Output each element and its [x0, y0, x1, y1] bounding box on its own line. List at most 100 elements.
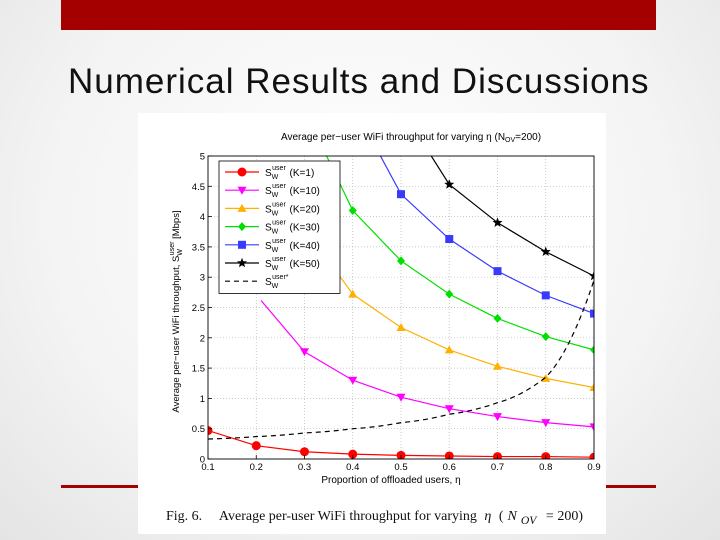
legend-subscript: W [272, 174, 279, 181]
legend-superscript: user* [272, 274, 289, 281]
data-point [396, 322, 406, 331]
series-0 [208, 426, 594, 459]
legend-subscript: W [272, 229, 279, 236]
y-tick-label: 0 [200, 455, 205, 466]
data-point [251, 441, 261, 451]
top-accent-bar [61, 0, 656, 30]
y-axis-label-subscript: W [177, 249, 184, 256]
data-point [541, 332, 550, 342]
data-point [208, 426, 213, 436]
series-4 [379, 156, 594, 318]
legend-parameter: (K=20) [287, 204, 320, 215]
series-6 [208, 280, 594, 440]
y-tick-label: 2 [200, 333, 205, 344]
data-point [589, 382, 594, 391]
plot-series-group [208, 156, 594, 459]
data-point [348, 449, 358, 459]
data-point [237, 186, 247, 195]
y-tick-label: 3.5 [192, 242, 205, 253]
legend-item: SWuser (K=1) [225, 165, 314, 181]
data-point [541, 291, 550, 300]
data-point [348, 376, 358, 385]
caption-equals: = [545, 509, 554, 524]
data-point [444, 179, 455, 189]
data-point [237, 203, 247, 212]
series-2 [308, 233, 594, 391]
data-point [300, 348, 309, 357]
legend-subscript: W [272, 210, 279, 217]
y-tick-label: 1.5 [192, 364, 205, 375]
y-tick-label: 3 [200, 273, 205, 284]
figure-caption: Fig. 6. Average per-user WiFi throughput… [166, 509, 583, 527]
series-3 [325, 156, 594, 355]
slide-title: Numerical Results and Discussions [68, 62, 650, 101]
y-tick-label: 4.5 [192, 182, 205, 193]
data-point [493, 313, 502, 323]
data-point [237, 167, 247, 177]
footer-rule-left [61, 485, 161, 488]
legend-parameter: (K=50) [287, 259, 320, 270]
throughput-chart: 0.1 0.2 0.3 0.4 0.5 0.6 0.7 0.8 0.9 0 0.5 1 1.5 2 2.5 3… [169, 132, 601, 486]
y-tick-label: 5 [200, 152, 205, 163]
series-1 [260, 300, 594, 432]
caption-n-subscript: OV [520, 513, 537, 527]
caption-label: Fig. 6. [166, 509, 203, 524]
y-tick-label: 0.5 [192, 424, 205, 435]
legend-subscript: W [272, 283, 279, 290]
x-tick-label: 0.3 [298, 462, 311, 473]
data-point [540, 246, 551, 257]
data-point [541, 373, 551, 382]
data-point [588, 270, 594, 281]
legend-superscript: user [272, 220, 286, 227]
data-point [541, 419, 551, 428]
x-tick-label: 0.2 [250, 462, 263, 473]
data-point [396, 393, 406, 402]
data-point [397, 190, 405, 199]
data-point [590, 345, 594, 355]
data-point [348, 289, 358, 298]
data-point [300, 447, 309, 457]
legend-subscript: W [272, 265, 279, 272]
y-tick-label: 1 [200, 394, 205, 405]
legend-parameter: (K=30) [287, 223, 320, 234]
legend-subscript: W [272, 247, 279, 254]
legend-superscript: user [272, 201, 286, 208]
data-point [589, 423, 594, 432]
caption-open-paren: ( [498, 509, 504, 524]
legend-superscript: user [272, 165, 286, 172]
data-point [493, 267, 502, 276]
caption-value: 200) [557, 509, 583, 524]
y-axis-label-superscript: user [169, 241, 176, 255]
series-line [379, 156, 594, 315]
y-tick-label: 2.5 [192, 303, 205, 314]
data-point [444, 345, 454, 354]
data-point [493, 413, 502, 422]
legend-label: SWuser (K=1) [265, 165, 314, 181]
x-tick-label: 0.8 [539, 462, 552, 473]
legend-superscript: user [272, 183, 286, 190]
x-tick-label: 0.9 [587, 462, 600, 473]
data-point [493, 361, 502, 370]
x-axis-label: Proportion of offloaded users, η [321, 475, 460, 486]
legend-parameter: (K=10) [287, 186, 320, 197]
figure-panel: 0.1 0.2 0.3 0.4 0.5 0.6 0.7 0.8 0.9 0 0.5 1 1.5 2 2.5 3… [138, 113, 606, 534]
x-tick-label: 0.6 [443, 462, 456, 473]
footer-rule-right [605, 485, 656, 488]
data-point [348, 206, 357, 216]
x-tick-label: 0.7 [491, 462, 504, 473]
chart-title: Average per−user WiFi throughput for var… [281, 132, 541, 144]
caption-text: Average per-user WiFi throughput for var… [218, 509, 477, 524]
data-point [445, 289, 454, 299]
data-point [238, 240, 246, 249]
y-axis-label: Average per−user WiFi throughput, SWuser… [169, 210, 184, 412]
chart-title-tail: =200) [515, 132, 541, 143]
legend-superscript: user [272, 238, 286, 245]
data-point [236, 257, 248, 268]
data-point [492, 217, 503, 227]
series-5 [430, 156, 594, 281]
data-point [590, 309, 594, 318]
data-point [445, 235, 454, 244]
data-point [238, 222, 246, 232]
series-line [208, 280, 594, 440]
legend-parameter: (K=40) [287, 241, 320, 252]
